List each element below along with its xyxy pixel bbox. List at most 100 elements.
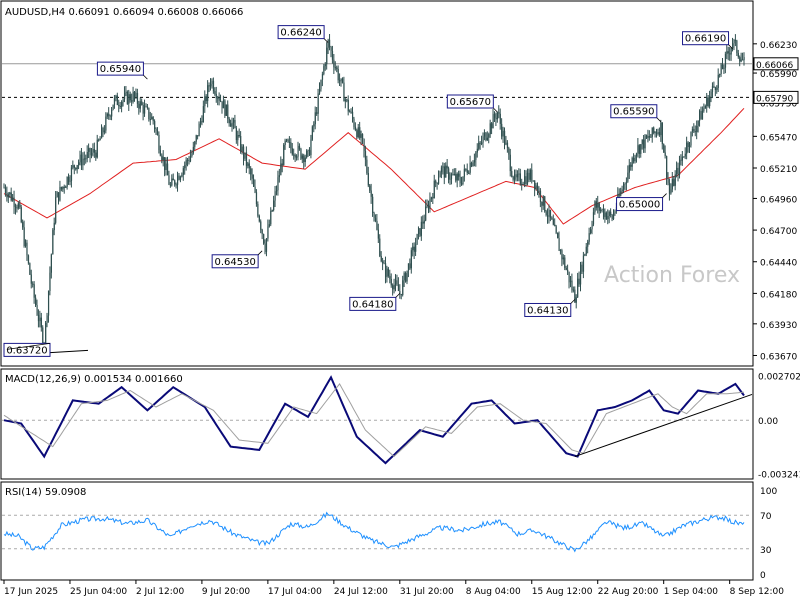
candle-body [207, 85, 209, 102]
candle-body [306, 150, 308, 158]
candle-body [511, 171, 513, 177]
candle-body [60, 187, 63, 190]
candle-body [531, 169, 533, 181]
candle-body [369, 185, 371, 191]
candle-body [161, 155, 163, 160]
candle-body [374, 218, 377, 221]
candle-body [684, 153, 686, 157]
candle-body [442, 166, 444, 168]
price-annotations: 0.63720 0.65940 0.64530 0.66240 0.64180 0.656… [3, 25, 733, 357]
candle-body [7, 194, 9, 198]
candle-body [309, 150, 311, 156]
candle-body [364, 151, 367, 160]
candle-body [286, 139, 288, 141]
candle-body [392, 285, 394, 290]
candle-body [554, 224, 556, 227]
candle-body [386, 268, 388, 277]
candle-body [613, 213, 615, 220]
candle-body [95, 152, 97, 158]
candle-body [303, 155, 305, 162]
candle-body [340, 78, 342, 81]
candle-body [296, 156, 298, 158]
candle-body [481, 142, 483, 144]
price-label-leader [6, 342, 51, 350]
candle-body [323, 66, 325, 75]
price-label: 0.66190 [685, 34, 726, 45]
candle-body [171, 178, 173, 186]
candle-body [611, 214, 613, 220]
candle-body [13, 197, 15, 207]
candle-body [521, 183, 523, 185]
candle-body [568, 271, 570, 283]
candle-body [271, 210, 273, 212]
candle-body [494, 113, 496, 118]
candle-body [82, 158, 84, 166]
candle-body [548, 209, 550, 217]
candle-body [372, 196, 374, 213]
price-tick-label: 0.63930 [760, 321, 797, 331]
price-label-box [211, 254, 259, 269]
candle-body [273, 200, 275, 211]
price-label: 0.65590 [613, 107, 654, 118]
candle-body [284, 140, 286, 145]
price-label-box [610, 104, 658, 119]
candle-body [607, 216, 609, 220]
price-label-box [277, 25, 325, 40]
candle-body [144, 106, 146, 114]
price-label-leader [662, 193, 667, 198]
candle-body [452, 174, 454, 176]
candle-body [658, 132, 661, 136]
candle-body [3, 187, 5, 189]
candle-body [592, 212, 595, 225]
candle-body [35, 297, 37, 306]
candle-body [278, 175, 280, 178]
candle-body [204, 96, 206, 107]
candle-body [111, 110, 113, 117]
candle-body [690, 131, 692, 146]
candle-body [453, 173, 455, 175]
candle-body [696, 125, 698, 133]
candle-body [316, 112, 318, 114]
candle-body [570, 280, 572, 283]
candle-body [624, 183, 626, 185]
candle-body [440, 167, 443, 173]
candle-body [582, 255, 585, 272]
candle-body [416, 234, 418, 245]
candle-body [234, 120, 236, 129]
rsi-plot [2, 511, 752, 553]
candle-body [148, 107, 150, 120]
candle-body [30, 274, 32, 284]
candle-body [9, 192, 11, 195]
candle-body [488, 134, 490, 138]
candle-body [647, 136, 649, 139]
candle-body [62, 186, 64, 190]
macd-y-axis: 0.002702 0.00 -0.003241 [758, 373, 800, 481]
candle-body [407, 263, 410, 271]
price-label: 0.65000 [619, 200, 660, 211]
candle-body [280, 163, 282, 176]
candle-body [742, 59, 744, 61]
candle-body [376, 220, 378, 230]
candle-body [512, 176, 514, 180]
candle-body [630, 164, 632, 167]
candle-body [595, 201, 597, 208]
candle-body [709, 96, 711, 107]
candle-body [373, 212, 375, 219]
macd-panel: MACD(12,26,9) 0.001534 0.001660 0.002702… [0, 368, 800, 481]
candle-body [561, 250, 563, 260]
candle-body [383, 263, 385, 265]
candle-body [663, 144, 665, 153]
candle-body [664, 152, 666, 156]
candle-body [46, 315, 48, 323]
candle-body [405, 273, 407, 282]
candle-body [353, 118, 355, 127]
candle-body [468, 172, 470, 174]
candle-body [19, 203, 21, 208]
candle-body [116, 95, 118, 105]
candle-body [505, 142, 507, 145]
candle-body [56, 192, 58, 198]
candle-body [267, 226, 269, 239]
candle-body [426, 204, 428, 207]
candle-body [526, 172, 529, 185]
candle-body [192, 146, 194, 154]
